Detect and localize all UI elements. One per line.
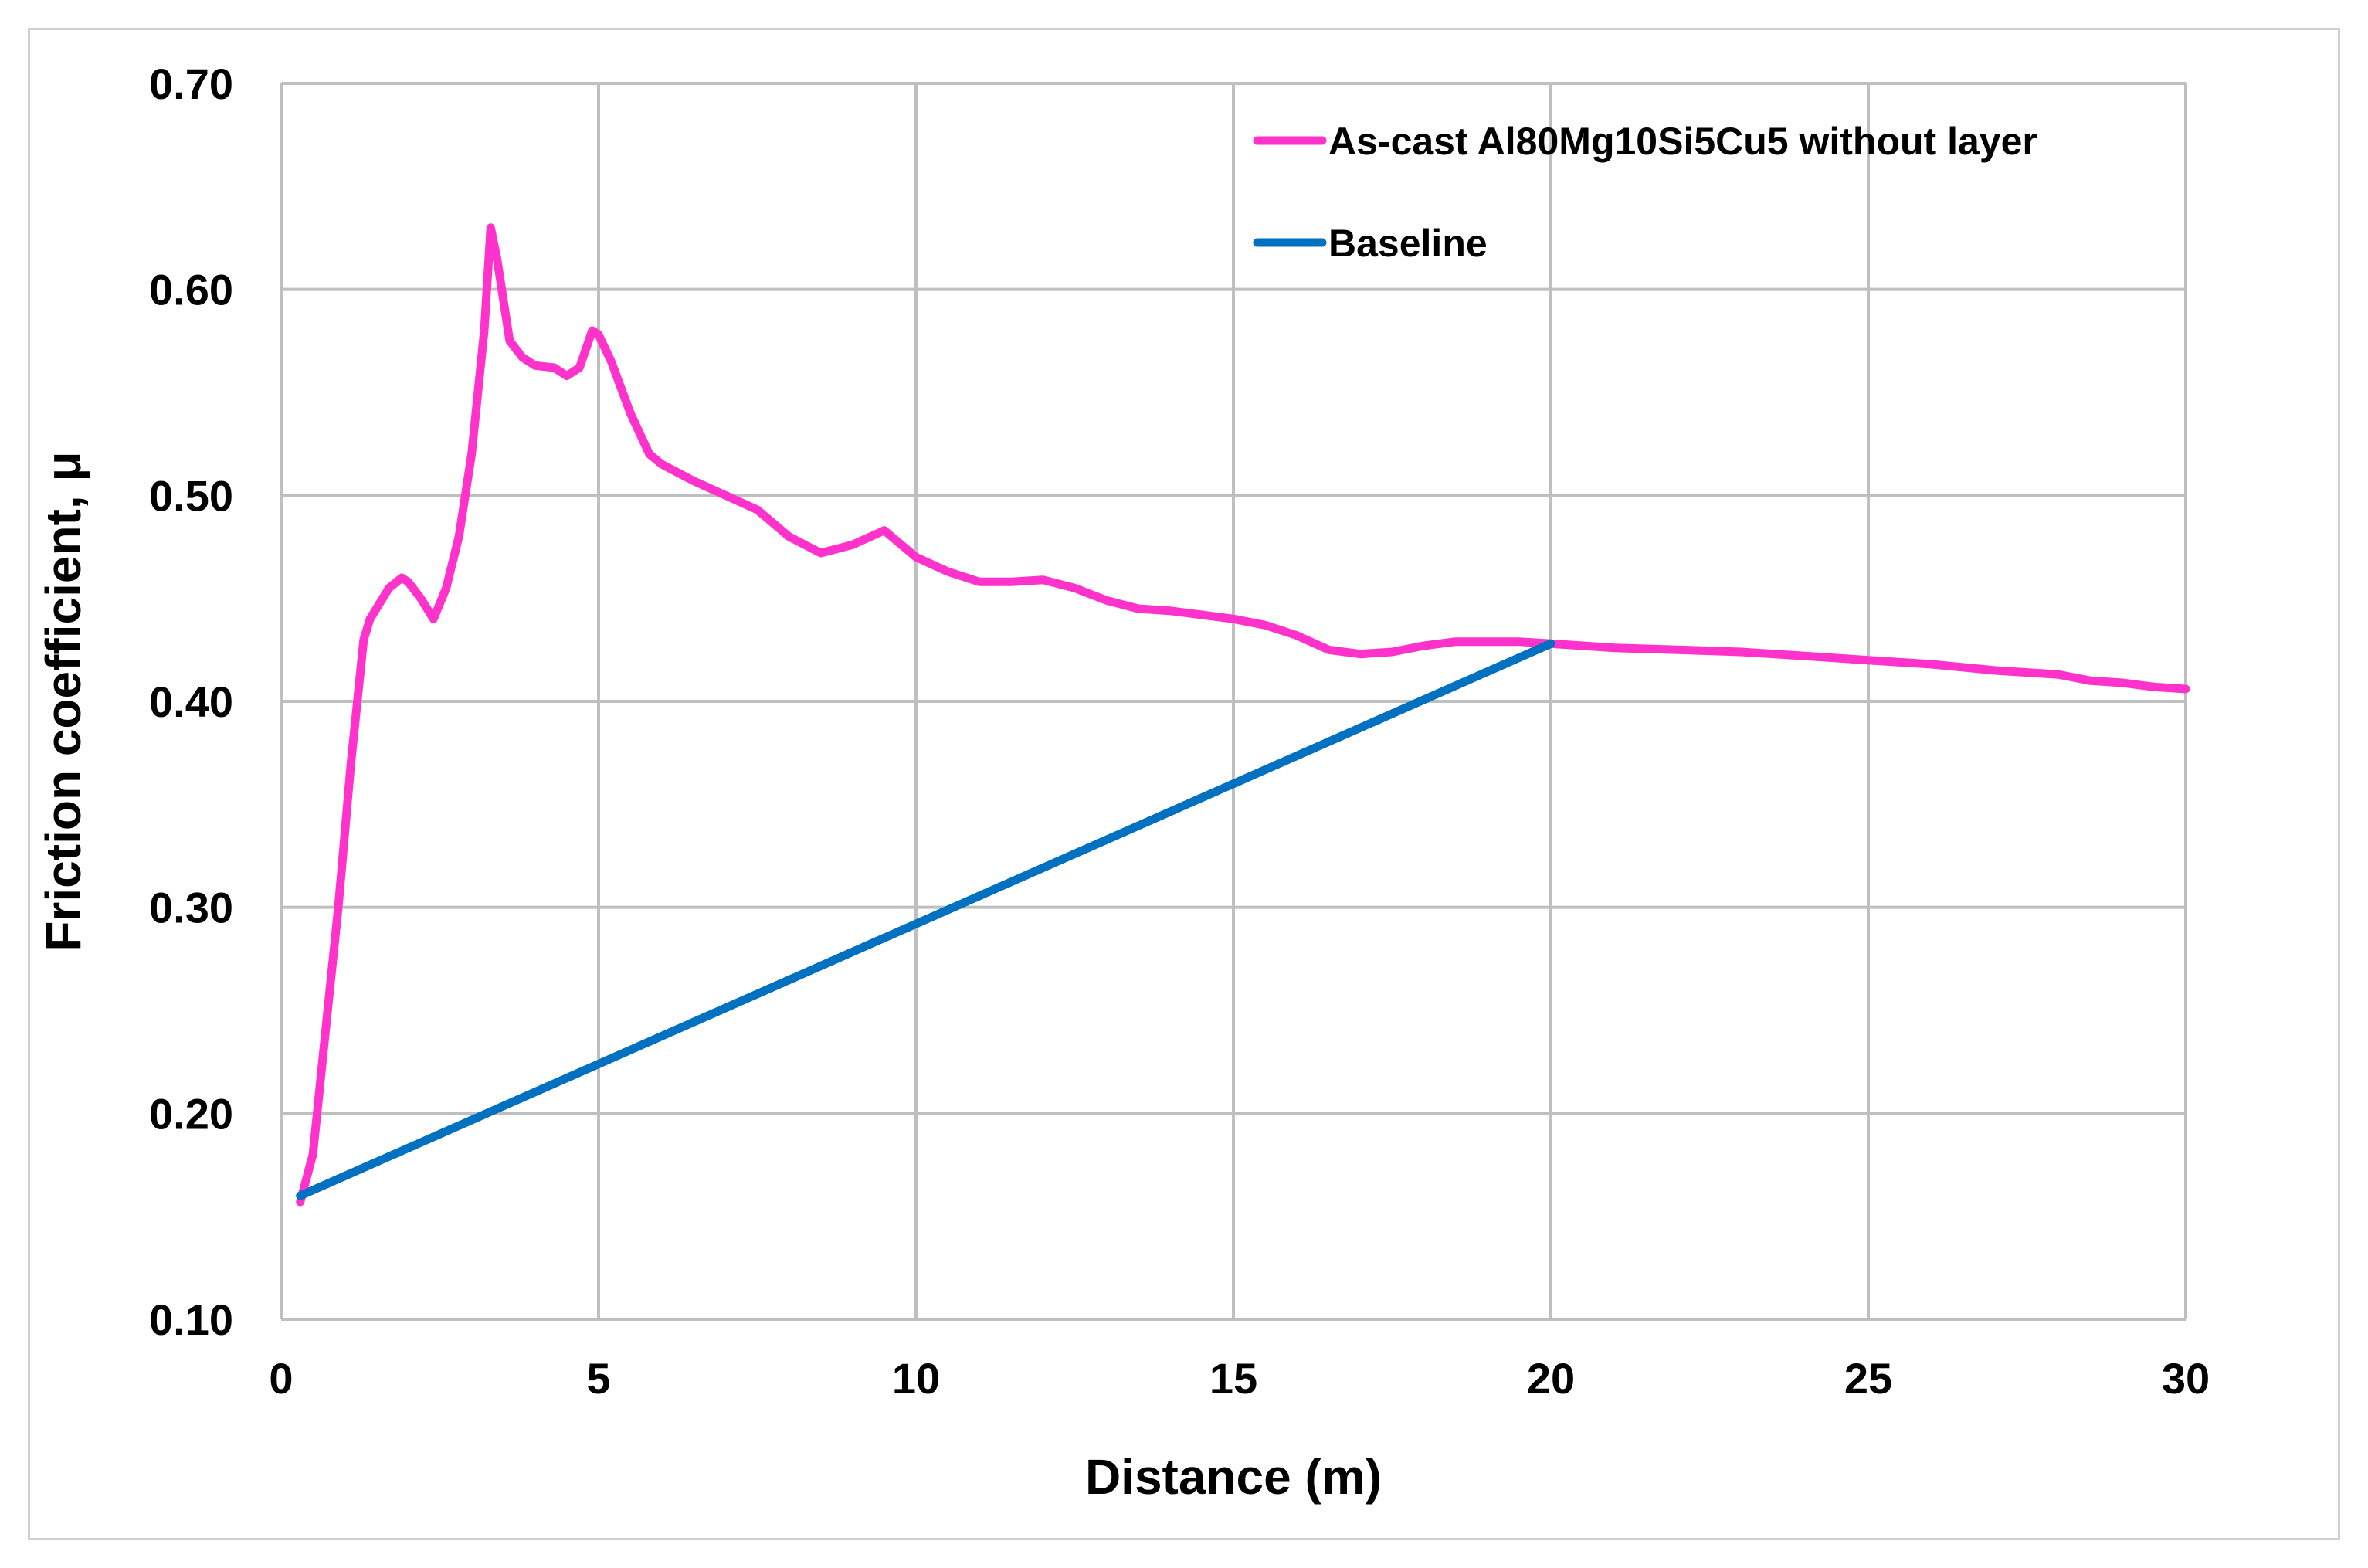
- grid: [281, 82, 2187, 1319]
- y-axis-title: Friction coefficient, μ: [36, 451, 91, 951]
- x-tick-label: 30: [2162, 1354, 2210, 1403]
- x-tick-label: 10: [892, 1354, 940, 1403]
- series-lines: [296, 223, 2190, 1207]
- y-tick-label: 0.50: [149, 471, 233, 520]
- axes: [280, 83, 2186, 1321]
- x-tick-label: 5: [586, 1354, 610, 1403]
- y-tick-labels: 0.10 0.20 0.30 0.40 0.50 0.60 0.70: [149, 59, 233, 1344]
- legend: As-cast Al80Mg10Si5Cu5 without layer Base…: [1253, 120, 2037, 265]
- legend-label-0: As-cast Al80Mg10Si5Cu5 without layer: [1328, 120, 2037, 163]
- series-line-0: [296, 223, 2190, 1207]
- y-tick-label: 0.10: [149, 1295, 233, 1344]
- y-tick-label: 0.20: [149, 1089, 233, 1138]
- chart-frame: [28, 28, 2340, 1540]
- x-tick-label: 15: [1209, 1354, 1257, 1403]
- x-tick-labels: 0 5 10 15 20 25 30: [269, 1354, 2210, 1403]
- y-tick-label: 0.40: [149, 677, 233, 726]
- y-tick-label: 0.60: [149, 266, 233, 314]
- y-tick-label: 0.30: [149, 884, 233, 932]
- x-tick-label: 25: [1844, 1354, 1892, 1403]
- series-line-1: [296, 639, 1555, 1200]
- legend-label-1: Baseline: [1328, 222, 1488, 265]
- x-tick-label: 0: [269, 1354, 293, 1403]
- y-tick-label: 0.70: [149, 59, 233, 108]
- x-axis-title: Distance (m): [1085, 1449, 1382, 1505]
- x-tick-label: 20: [1527, 1354, 1575, 1403]
